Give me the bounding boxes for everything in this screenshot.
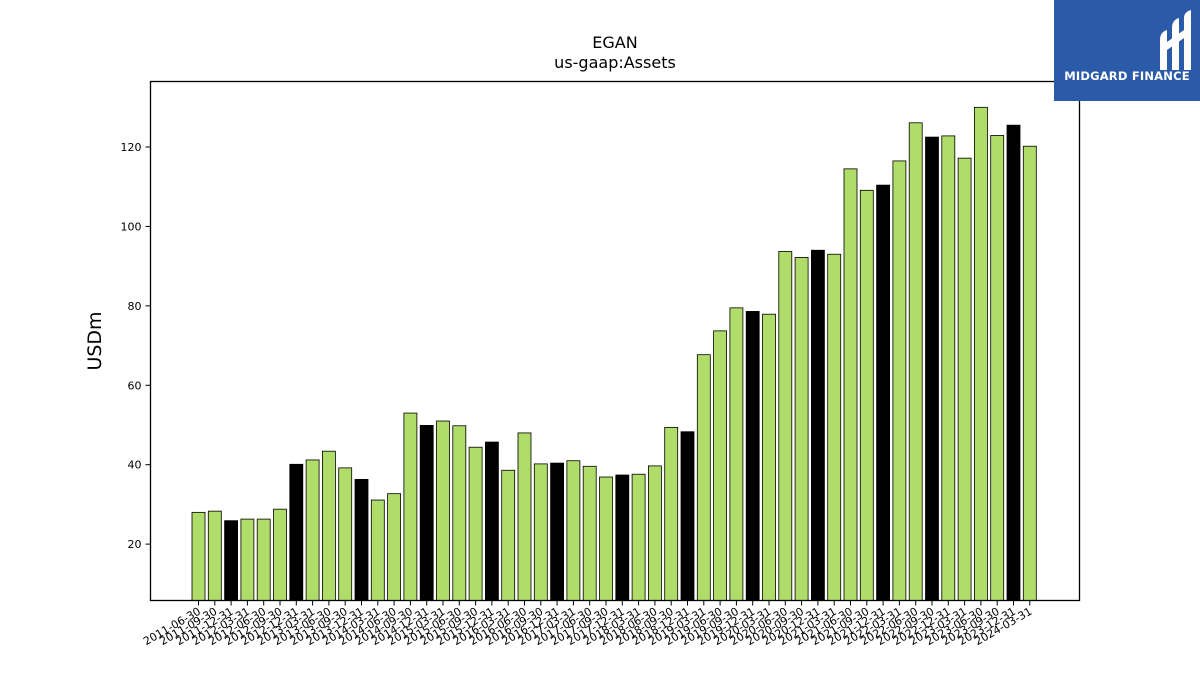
bar-2021-09-30 [859, 189, 874, 601]
bar-2020-12-31 [811, 249, 825, 601]
bar-2017-09-30 [599, 476, 613, 601]
bar-2011-06-30 [191, 511, 206, 601]
x-axis-ticks: 2011-06-302011-09-302011-12-312012-03-31… [141, 600, 1034, 648]
y-axis-label: USDm [84, 311, 106, 370]
bar-2017-12-31 [615, 474, 630, 601]
bar-2022-06-30 [908, 122, 923, 601]
bar-2023-09-30 [990, 135, 1005, 601]
y-tick-label: 120 [121, 141, 142, 154]
chart-subtitle: us-gaap:Assets [554, 53, 676, 72]
bar-2020-03-31 [762, 313, 776, 601]
bar-2018-12-31 [680, 431, 695, 601]
bar-2015-03-31 [436, 420, 450, 601]
bar-2015-12-31 [484, 441, 499, 601]
bar-2018-06-30 [648, 465, 662, 601]
bar-2013-09-30 [338, 467, 353, 601]
bar-2020-09-30 [794, 257, 809, 601]
bar-2011-09-30 [207, 510, 222, 601]
bar-2023-03-31 [957, 157, 972, 601]
bar-2019-03-31 [696, 354, 711, 601]
bar-2021-12-31 [876, 184, 890, 601]
bar-2018-09-30 [664, 426, 679, 601]
bar-2015-09-30 [468, 446, 483, 601]
midgard-logo-icon [1160, 10, 1191, 70]
bar-2016-03-31 [501, 469, 516, 601]
chart-title: EGAN [592, 33, 637, 52]
y-tick-label: 40 [128, 459, 142, 472]
bar-2012-09-30 [273, 508, 287, 601]
bar-2015-06-30 [452, 425, 467, 601]
y-tick-label: 100 [121, 220, 142, 233]
bar-2014-09-30 [403, 412, 418, 601]
bar-2019-12-31 [745, 311, 760, 601]
bar-2021-03-31 [827, 253, 842, 601]
bar-2024-03-31 [1022, 145, 1037, 601]
bar-2016-09-30 [533, 463, 548, 601]
bars-group [191, 106, 1037, 601]
bar-2023-12-31 [1006, 124, 1021, 601]
bar-2017-03-31 [566, 460, 581, 601]
y-tick-label: 60 [128, 379, 142, 392]
bar-2022-12-31 [941, 135, 956, 601]
logo-text: MIDGARD FINANCE [1064, 69, 1190, 83]
bar-2014-03-31 [370, 499, 385, 601]
bar-2019-06-30 [713, 330, 727, 601]
y-tick-label: 20 [128, 538, 142, 551]
plot-frame [149, 80, 1081, 602]
bar-2012-12-31 [289, 463, 304, 601]
bar-2021-06-30 [843, 168, 858, 601]
y-axis-ticks: 20 40 60 80 100 120 [121, 141, 151, 551]
bar-2012-03-31 [240, 518, 255, 601]
bar-2023-06-30 [974, 106, 988, 601]
bar-2022-09-30 [925, 136, 939, 601]
bar-2018-03-31 [631, 473, 646, 601]
bar-2016-06-30 [517, 432, 532, 601]
bar-2013-06-30 [321, 450, 336, 601]
midgard-finance-logo: MIDGARD FINANCE [1054, 0, 1200, 101]
bar-2012-06-30 [256, 518, 271, 601]
bar-2019-09-30 [729, 307, 744, 601]
bar-2020-06-30 [778, 251, 793, 601]
bar-2017-06-30 [582, 465, 597, 601]
y-tick-label: 80 [128, 300, 142, 313]
bar-2013-12-31 [354, 478, 369, 601]
bar-2022-03-31 [892, 160, 907, 601]
bar-2016-12-31 [550, 462, 564, 601]
bar-2014-12-31 [419, 424, 434, 601]
bar-2014-06-30 [387, 493, 402, 601]
bar-2011-12-31 [224, 520, 239, 601]
bar-2013-03-31 [305, 459, 320, 601]
